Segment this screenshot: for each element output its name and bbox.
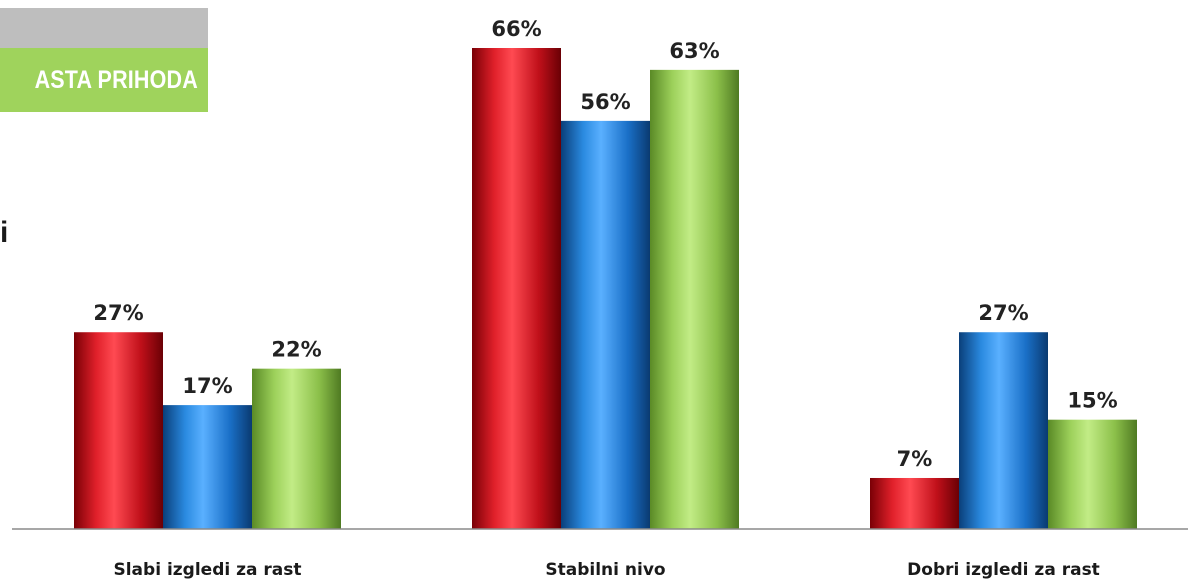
value-label-2-3: 63% bbox=[669, 39, 719, 63]
category-label-1: Slabi izgledi za rast bbox=[113, 560, 301, 580]
bars-group bbox=[74, 48, 1137, 529]
bar-1-1 bbox=[74, 332, 163, 529]
category-label-3: Dobri izgledi za rast bbox=[907, 560, 1100, 580]
category-label-2: Stabilni nivo bbox=[545, 560, 665, 580]
bar-3-2 bbox=[959, 332, 1048, 529]
header-gray-band bbox=[0, 8, 208, 48]
bar-1-3 bbox=[252, 368, 341, 529]
header-banner-text: ASTA PRIHODA bbox=[34, 65, 198, 94]
value-label-2-2: 56% bbox=[580, 90, 630, 114]
bar-3-1 bbox=[870, 477, 959, 529]
value-label-3-2: 27% bbox=[978, 301, 1028, 325]
bar-2-1 bbox=[472, 48, 561, 529]
bar-2-3 bbox=[650, 69, 739, 529]
value-label-1-2: 17% bbox=[182, 374, 232, 398]
value-labels-group: 27% 17% 22% 66% 56% 63% 7% 27% 15% bbox=[93, 17, 1117, 471]
header-banner: ASTA PRIHODA bbox=[0, 48, 208, 112]
bar-2-2 bbox=[561, 120, 650, 529]
value-label-3-1: 7% bbox=[897, 447, 933, 471]
value-label-1-1: 27% bbox=[93, 301, 143, 325]
value-label-1-3: 22% bbox=[271, 338, 321, 362]
bar-3-3 bbox=[1048, 419, 1137, 529]
value-label-3-3: 15% bbox=[1067, 389, 1117, 413]
bar-1-2 bbox=[163, 405, 252, 529]
value-label-2-1: 66% bbox=[491, 17, 541, 41]
category-labels-group: Slabi izgledi za rast Stabilni nivo Dobri … bbox=[113, 560, 1099, 580]
side-text-fragment: i bbox=[0, 216, 9, 249]
